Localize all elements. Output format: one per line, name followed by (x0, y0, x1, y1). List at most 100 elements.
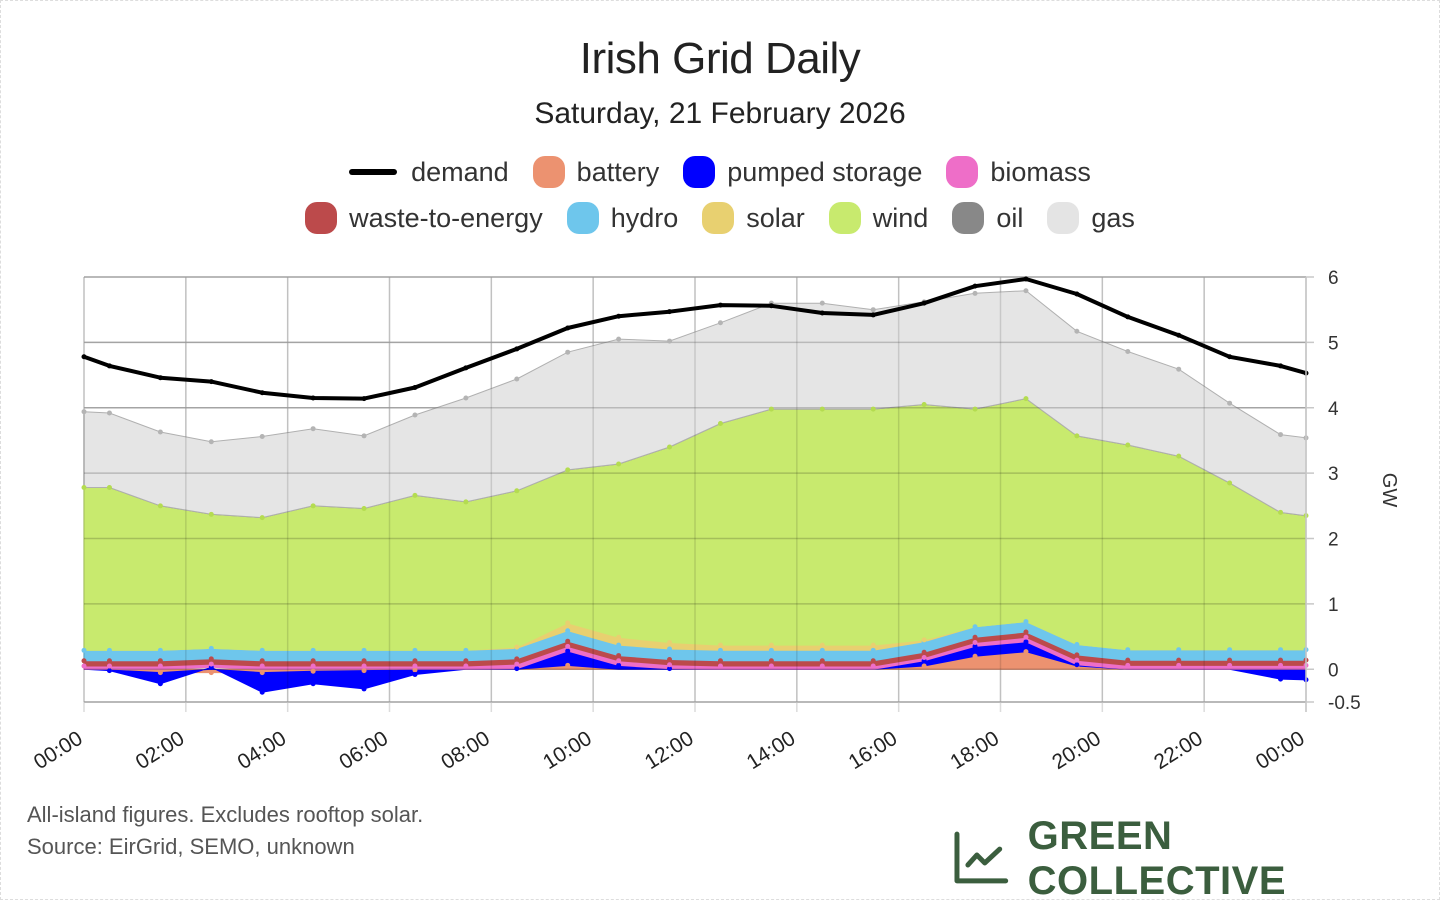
point-hydro (310, 647, 316, 653)
legend-item-hydro[interactable]: hydro (566, 202, 678, 234)
point-demand (717, 302, 723, 308)
point-hydro (667, 646, 673, 652)
point-solar (667, 640, 673, 645)
point-wind (514, 488, 520, 494)
point-battery (972, 653, 978, 659)
y-tick-label: 0 (1328, 660, 1339, 681)
point-solar (565, 620, 571, 626)
point-biomass (870, 663, 876, 669)
point-pumped-storage (616, 662, 622, 668)
y-tick-label: 3 (1328, 464, 1339, 485)
legend-swatch-pumped-storage (683, 156, 716, 188)
point-wind (972, 406, 978, 412)
y-tick-label: 6 (1328, 268, 1339, 289)
point-solar (717, 642, 723, 648)
point-biomass (310, 663, 316, 669)
chart-title: Irish Grid Daily (579, 34, 861, 83)
point-gas (106, 410, 112, 416)
legend-item-gas[interactable]: gas (1047, 202, 1135, 234)
point-hydro (1278, 647, 1284, 653)
point-biomass (1176, 662, 1182, 668)
point-waste-to-energy (1278, 657, 1284, 663)
point-demand (1023, 276, 1029, 282)
point-demand (412, 385, 418, 390)
legend-item-wind[interactable]: wind (828, 202, 928, 234)
point-wind (667, 444, 673, 450)
point-pumped-storage (361, 686, 367, 692)
x-tick-label: 08:00 (437, 727, 494, 774)
legend-swatch-demand (349, 169, 398, 175)
point-pumped-storage (972, 643, 978, 649)
point-gas (81, 409, 87, 415)
point-waste-to-energy (717, 658, 723, 664)
x-tick-label: 16:00 (845, 727, 902, 774)
legend-swatch-waste-to-energy (305, 202, 338, 234)
legend-label-oil: oil (996, 202, 1024, 233)
legend-swatch-biomass (946, 156, 979, 188)
legend-item-biomass[interactable]: biomass (946, 156, 1091, 188)
x-tick-label: 04:00 (234, 727, 291, 774)
legend-label-biomass: biomass (990, 156, 1091, 187)
legend-swatch-hydro (566, 202, 599, 234)
x-tick-label: 00:00 (1252, 727, 1309, 774)
point-wind (870, 406, 876, 412)
point-gas (717, 320, 723, 326)
point-demand (514, 346, 520, 352)
point-wind (1227, 480, 1233, 486)
point-hydro (463, 647, 469, 653)
footnote: All-island figures. Excludes rooftop sol… (27, 802, 424, 827)
point-hydro (208, 645, 214, 651)
point-demand (157, 375, 163, 381)
legend-swatch-gas (1047, 202, 1080, 234)
point-wind (768, 406, 774, 412)
point-waste-to-energy (768, 658, 774, 664)
point-gas (157, 429, 163, 435)
point-biomass (1278, 662, 1284, 668)
chart-subtitle: Saturday, 21 February 2026 (534, 97, 906, 130)
point-wind (717, 420, 723, 426)
point-biomass (768, 663, 774, 669)
point-waste-to-energy (1227, 657, 1233, 663)
legend-item-demand[interactable]: demand (349, 157, 509, 188)
point-wind (361, 505, 367, 511)
point-gas (1278, 432, 1284, 438)
point-waste-to-energy (1125, 657, 1131, 663)
point-waste-to-energy (361, 658, 367, 664)
point-pumped-storage (157, 681, 163, 687)
point-pumped-storage (1278, 676, 1284, 682)
legend-item-oil[interactable]: oil (952, 202, 1023, 234)
point-biomass (361, 663, 367, 669)
point-demand (768, 303, 774, 309)
demand-line (83, 277, 1307, 401)
point-biomass (81, 663, 87, 669)
point-wind (157, 503, 163, 509)
point-wind (921, 402, 927, 407)
point-demand (1074, 291, 1080, 297)
point-waste-to-energy (1023, 629, 1029, 635)
point-gas (565, 349, 571, 355)
point-waste-to-energy (1074, 652, 1080, 658)
point-demand (1125, 314, 1131, 320)
legend-item-waste-to-energy[interactable]: waste-to-energy (305, 202, 543, 234)
point-hydro (106, 647, 112, 653)
point-biomass (717, 663, 723, 669)
point-gas (208, 439, 214, 445)
point-gas (1023, 288, 1029, 294)
point-gas (1227, 400, 1233, 406)
y-tick-label: -0.5 (1328, 693, 1361, 714)
brand-name: GREEN COLLECTIVE (1027, 814, 1287, 903)
point-battery (921, 663, 927, 669)
legend-item-battery[interactable]: battery (532, 156, 659, 188)
point-demand (1176, 332, 1182, 338)
point-demand (81, 354, 87, 360)
point-demand (208, 379, 214, 385)
legend-item-solar[interactable]: solar (702, 202, 805, 234)
point-solar (514, 644, 520, 650)
point-waste-to-energy (616, 653, 622, 659)
point-gas (1074, 328, 1080, 334)
y-tick-label: 1 (1328, 595, 1339, 616)
point-waste-to-energy (157, 658, 163, 664)
point-wind (208, 511, 214, 517)
legend-item-pumped-storage[interactable]: pumped storage (683, 156, 922, 188)
point-gas (463, 395, 469, 401)
